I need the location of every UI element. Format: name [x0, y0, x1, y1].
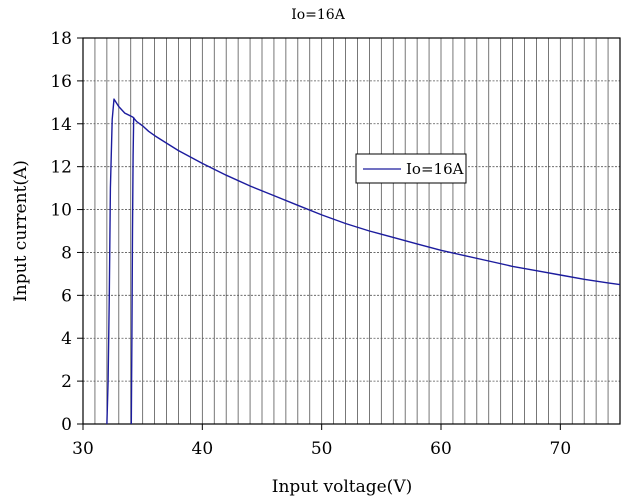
- y-tick-label: 0: [61, 415, 72, 435]
- y-tick-label: 10: [50, 201, 72, 221]
- y-tick-label: 2: [61, 372, 72, 392]
- y-tick-label: 4: [61, 329, 72, 349]
- legend: Io=16A: [355, 153, 467, 184]
- y-axis-title: Input current(A): [11, 160, 31, 302]
- y-tick-label: 8: [61, 243, 72, 263]
- y-tick-label: 16: [50, 72, 72, 92]
- x-tick-label: 50: [311, 439, 333, 459]
- grid-layer: [83, 38, 620, 424]
- y-tick-label: 12: [50, 158, 72, 178]
- legend-box: [355, 153, 467, 184]
- series-layer: [106, 98, 621, 425]
- x-tick-label: 70: [550, 439, 572, 459]
- x-tick-label: 30: [72, 439, 94, 459]
- tick-layer: 0 2 4 6 8 10 12 14 16 18 30 40 50 60 70: [50, 29, 571, 459]
- series-line-branch: [130, 117, 135, 425]
- y-tick-label: 14: [50, 115, 72, 135]
- series-line: [106, 98, 621, 425]
- plot-frame: [82, 37, 621, 425]
- x-tick-label: 60: [430, 439, 452, 459]
- x-tick-label: 40: [192, 439, 214, 459]
- y-tick-label: 6: [61, 286, 72, 306]
- legend-label: Io=16A: [406, 160, 464, 178]
- x-axis-title: Input voltage(V): [272, 477, 412, 497]
- chart-title: Io=16A: [291, 7, 346, 23]
- y-tick-label: 18: [50, 29, 72, 49]
